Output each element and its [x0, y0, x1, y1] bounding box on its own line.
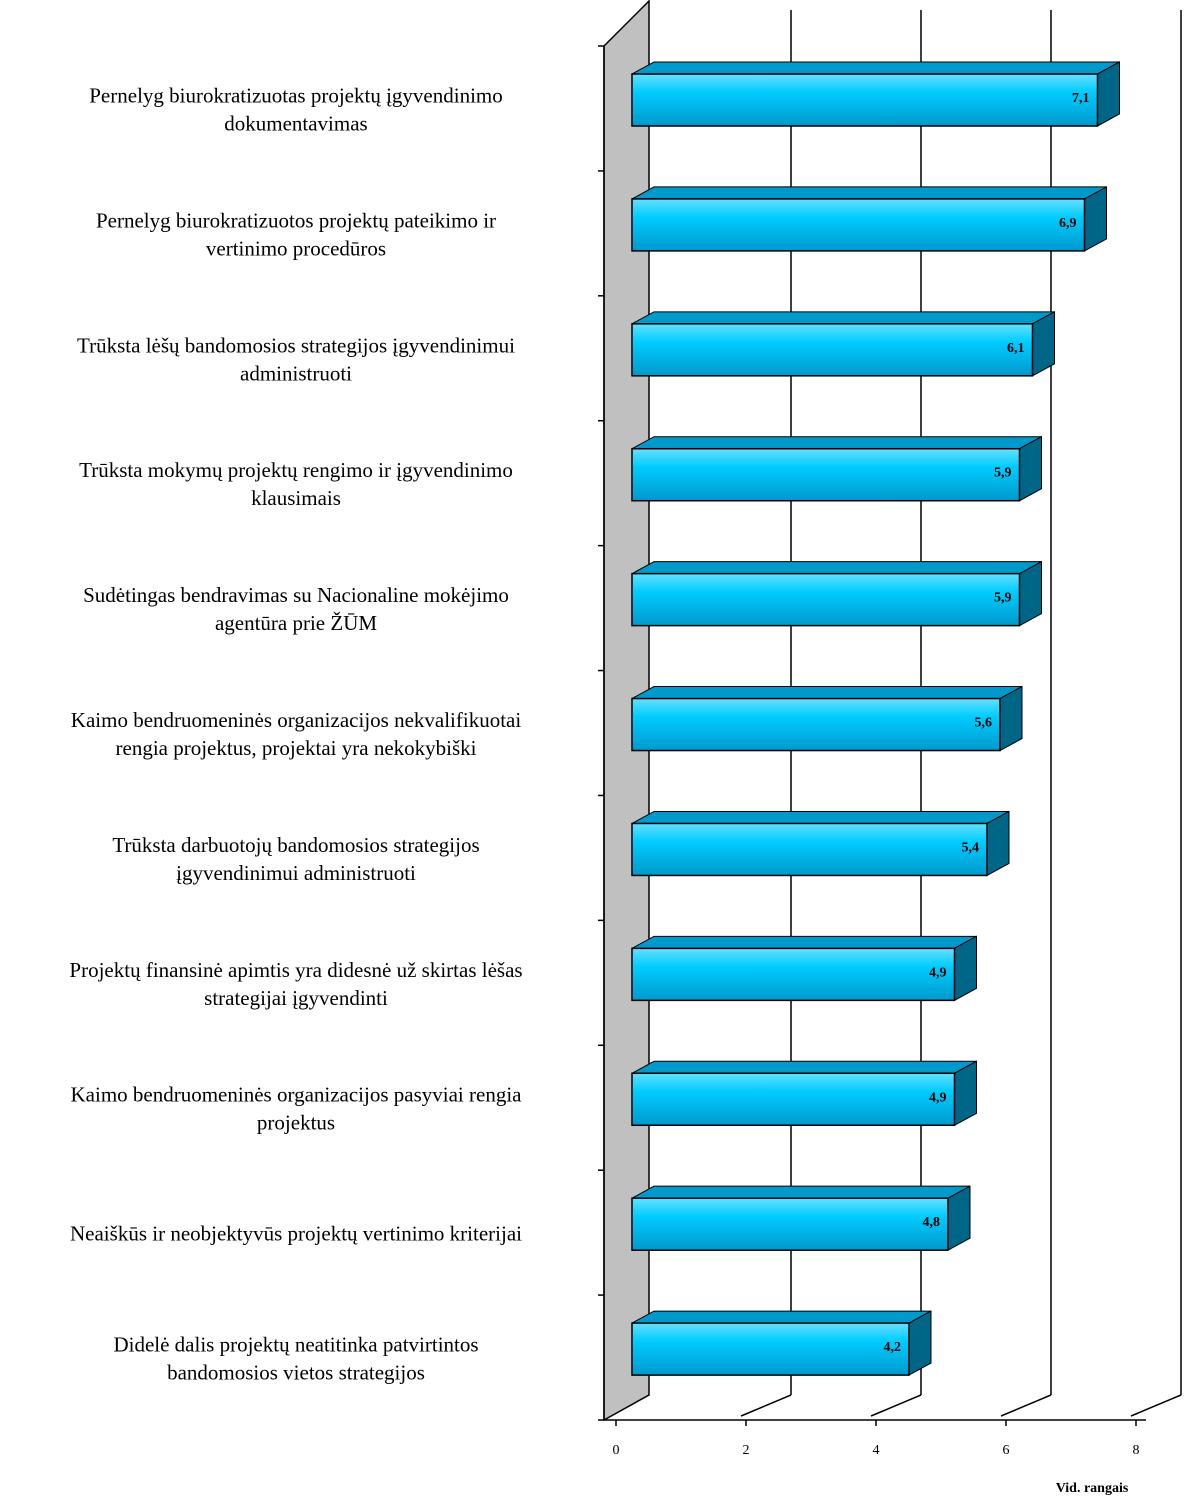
bar: 6,1 — [631, 310, 1055, 377]
bar-top — [631, 686, 1023, 700]
bar-top — [631, 935, 977, 949]
category-label-line: administruoti — [240, 361, 352, 385]
category-label-line: vertinimo procedūros — [206, 236, 386, 260]
bar-front — [631, 198, 1086, 252]
bar-front — [631, 1072, 956, 1127]
floor-gridline — [1130, 1394, 1182, 1417]
floor-gridline — [1000, 1394, 1052, 1417]
bar: 7,1 — [631, 61, 1120, 127]
data-label: 4,2 — [884, 1340, 902, 1355]
category-label: Pernelyg biurokratizuotas projektų įgyve… — [89, 83, 503, 135]
category-label-line: įgyvendinimui administruoti — [176, 861, 416, 885]
bar-top — [631, 311, 1055, 325]
x-tick-label: 0 — [613, 1443, 620, 1458]
data-label: 5,6 — [975, 716, 993, 731]
category-label: Kaimo bendruomeninės organizacijos nekva… — [71, 708, 522, 760]
category-label-line: dokumentavimas — [224, 111, 367, 135]
data-label: 4,8 — [923, 1215, 941, 1230]
category-label: Trūksta lėšų bandomosios strategijos įgy… — [77, 333, 515, 385]
floor-gridline — [870, 1394, 922, 1417]
bar: 5,9 — [631, 435, 1042, 502]
data-label: 4,9 — [929, 1090, 947, 1105]
bars: 7,1 6,9 6,1 5,9 5,9 5,6 5,4 4,9 4,9 4,8 4,2 — [631, 61, 1120, 1376]
category-label: Kaimo bendruomeninės organizacijos pasyv… — [71, 1083, 523, 1135]
x-tick-label: 8 — [1133, 1443, 1140, 1458]
bar-top — [631, 561, 1042, 575]
category-label: Trūksta mokymų projektų rengimo ir įgyve… — [79, 458, 513, 510]
category-labels: Pernelyg biurokratizuotas projektų įgyve… — [69, 83, 522, 1384]
category-label-line: Kaimo bendruomeninės organizacijos nekva… — [71, 708, 522, 732]
category-label: Neaiškūs ir neobjektyvūs projektų vertin… — [70, 1222, 522, 1246]
x-tick-label: 2 — [743, 1443, 750, 1458]
category-label-line: Trūksta mokymų projektų rengimo ir įgyve… — [79, 458, 513, 482]
bar-front — [631, 447, 1021, 502]
bar: 5,4 — [631, 810, 1010, 877]
bar-top — [631, 1060, 977, 1074]
data-label: 7,1 — [1072, 91, 1090, 106]
bar-front — [631, 73, 1099, 127]
data-label: 6,9 — [1059, 216, 1077, 231]
bar: 4,9 — [631, 935, 977, 1002]
category-label-line: Trūksta darbuotojų bandomosios strategij… — [112, 833, 479, 857]
bar: 5,9 — [631, 560, 1042, 627]
data-label: 5,9 — [994, 466, 1012, 481]
x-axis-title: Vid. rangais — [1056, 1481, 1129, 1496]
bar-front — [631, 822, 988, 877]
bar-top — [631, 810, 1010, 824]
data-label: 5,4 — [962, 840, 980, 855]
category-label: Sudėtingas bendravimas su Nacionaline mo… — [83, 583, 509, 635]
bar-front — [631, 1197, 949, 1251]
category-label-line: rengia projektus, projektai yra nekokybi… — [116, 736, 477, 760]
category-label-line: bandomosios vietos strategijos — [167, 1361, 425, 1385]
bar: 4,2 — [631, 1310, 932, 1376]
data-label: 4,9 — [929, 965, 947, 980]
floor-gridline — [740, 1394, 792, 1417]
bar: 4,8 — [631, 1185, 971, 1252]
bar-front — [631, 323, 1034, 377]
bar-front — [631, 572, 1021, 627]
category-label: Didelė dalis projektų neatitinka patvirt… — [113, 1333, 478, 1385]
category-label-line: Pernelyg biurokratizuotos projektų patei… — [96, 208, 496, 232]
bar-top — [631, 186, 1107, 200]
bar-top — [631, 1185, 971, 1199]
category-label-line: Trūksta lėšų bandomosios strategijos įgy… — [77, 333, 515, 357]
bar-top — [631, 61, 1120, 75]
data-label: 5,9 — [994, 591, 1012, 606]
x-tick-label: 6 — [1003, 1443, 1010, 1458]
category-label-line: klausimais — [251, 486, 341, 510]
category-label: Trūksta darbuotojų bandomosios strategij… — [112, 833, 479, 885]
bar: 4,9 — [631, 1060, 977, 1127]
data-label: 6,1 — [1007, 341, 1025, 356]
category-label-line: Didelė dalis projektų neatitinka patvirt… — [113, 1333, 478, 1357]
category-label-line: agentūra prie ŽŪM — [215, 611, 377, 635]
x-tick-label: 4 — [873, 1443, 880, 1458]
category-label-line: strategijai įgyvendinti — [204, 986, 388, 1010]
bar: 6,9 — [631, 186, 1107, 252]
bar-front — [631, 947, 956, 1002]
bar-top — [631, 1310, 932, 1324]
category-label-line: Neaiškūs ir neobjektyvūs projektų vertin… — [70, 1222, 522, 1246]
bar-front — [631, 1322, 910, 1376]
bar-top — [631, 436, 1042, 450]
category-label-line: Projektų finansinė apimtis yra didesnė u… — [69, 958, 522, 982]
bar-front — [631, 697, 1001, 752]
category-label-line: Pernelyg biurokratizuotas projektų įgyve… — [89, 83, 503, 107]
category-label: Projektų finansinė apimtis yra didesnė u… — [69, 958, 522, 1010]
category-label-line: Sudėtingas bendravimas su Nacionaline mo… — [83, 583, 509, 607]
category-label: Pernelyg biurokratizuotos projektų patei… — [96, 208, 496, 260]
category-label-line: Kaimo bendruomeninės organizacijos pasyv… — [71, 1083, 523, 1107]
category-label-line: projektus — [257, 1111, 335, 1135]
bar: 5,6 — [631, 685, 1023, 752]
axes: 0 2 4 6 8 — [598, 45, 1146, 1458]
